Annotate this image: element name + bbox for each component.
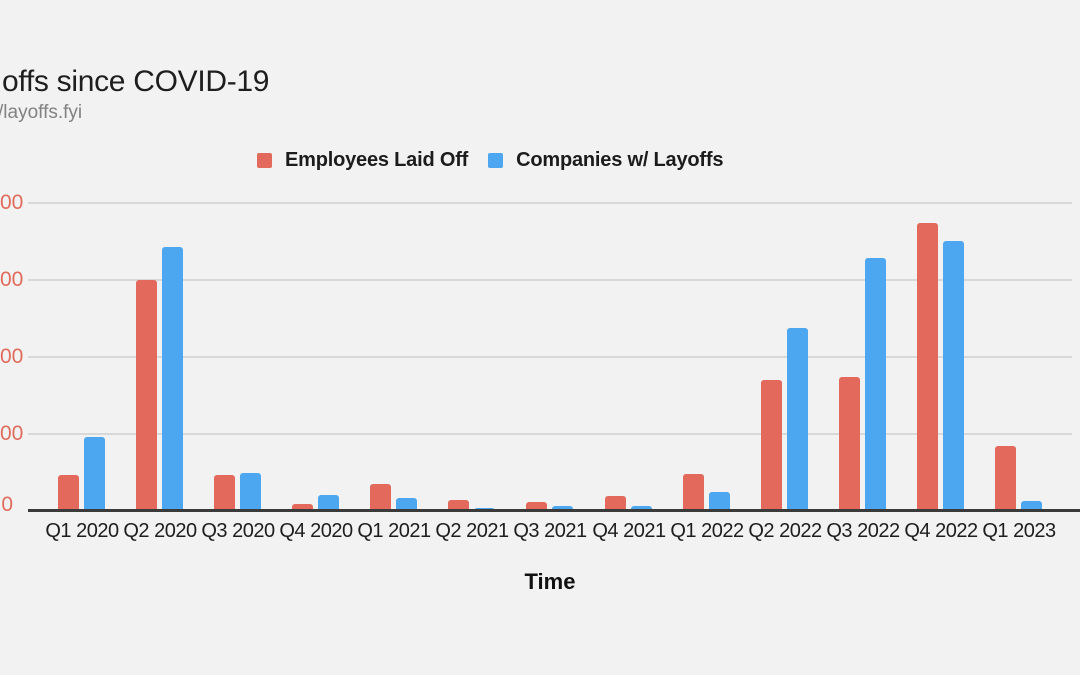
x-axis-title: Time (524, 569, 576, 594)
x-axis-tick-label: Q4 2021 (592, 520, 666, 542)
bar-companies-with-layoffs (631, 506, 652, 511)
x-axis-tick-label: Q3 2020 (201, 520, 275, 542)
bar-employees-laid-off (448, 500, 469, 511)
x-axis-tick-label: Q2 2022 (748, 520, 822, 542)
x-axis-tick-label: Q1 2023 (982, 520, 1056, 542)
legend-label-companies: Companies w/ Layoffs (516, 149, 724, 171)
gridline (28, 356, 1072, 358)
bar-employees-laid-off (136, 280, 157, 511)
legend-swatch-blue-icon (488, 152, 504, 168)
x-axis-tick-label: Q3 2021 (513, 520, 587, 542)
bar-employees-laid-off (761, 380, 782, 511)
bar-employees-laid-off (526, 502, 547, 511)
x-axis-tick-label: Q1 2020 (45, 520, 119, 542)
x-axis-tick-label: Q1 2022 (670, 520, 744, 542)
legend-item-companies: Companies w/ Layoffs (488, 150, 723, 170)
x-axis-tick-label: Q2 2020 (123, 520, 197, 542)
bar-employees-laid-off (917, 223, 938, 511)
gridline (28, 279, 1072, 281)
bar-employees-laid-off (683, 474, 704, 511)
x-axis-tick-label: Q2 2021 (435, 520, 509, 542)
legend-swatch-red-icon (257, 152, 272, 168)
legend-item-employees: Employees Laid Off (257, 150, 468, 170)
x-axis-line (28, 509, 1080, 512)
bar-companies-with-layoffs (84, 437, 105, 511)
bar-companies-with-layoffs (552, 506, 573, 511)
bar-companies-with-layoffs (709, 492, 730, 511)
x-axis-tick-label: Q1 2021 (357, 520, 431, 542)
y-axis-tick-label: 00 (0, 422, 24, 445)
bar-employees-laid-off (214, 475, 235, 511)
bar-employees-laid-off (605, 496, 626, 511)
y-axis-tick-label: 00 (0, 345, 24, 368)
x-axis-tick-label: Q4 2022 (904, 520, 978, 542)
y-axis-tick-label: 00 (0, 268, 24, 291)
x-axis-tick-label: Q3 2022 (826, 520, 900, 542)
bar-companies-with-layoffs (787, 328, 808, 511)
bar-employees-laid-off (292, 504, 313, 511)
bar-employees-laid-off (58, 475, 79, 511)
chart-title: offs since COVID-19 (2, 65, 270, 98)
y-axis-tick-label: 0 (1, 493, 13, 516)
bar-companies-with-layoffs (318, 495, 339, 511)
gridline (28, 433, 1072, 435)
bar-companies-with-layoffs (943, 241, 964, 511)
bar-companies-with-layoffs (162, 247, 183, 511)
chart-legend: Employees Laid Off Companies w/ Layoffs (257, 150, 723, 170)
bar-companies-with-layoffs (865, 258, 886, 511)
y-axis-tick-label: 00 (0, 191, 24, 214)
bar-employees-laid-off (995, 446, 1016, 511)
bar-companies-with-layoffs (1021, 501, 1042, 511)
bar-companies-with-layoffs (240, 473, 261, 511)
bar-employees-laid-off (839, 377, 860, 511)
gridline (28, 202, 1072, 204)
x-axis-tick-label: Q4 2020 (279, 520, 353, 542)
legend-label-employees: Employees Laid Off (285, 149, 469, 171)
chart-subtitle-url: /layoffs.fyi (0, 102, 83, 123)
bar-companies-with-layoffs (396, 498, 417, 511)
bar-employees-laid-off (370, 484, 391, 511)
